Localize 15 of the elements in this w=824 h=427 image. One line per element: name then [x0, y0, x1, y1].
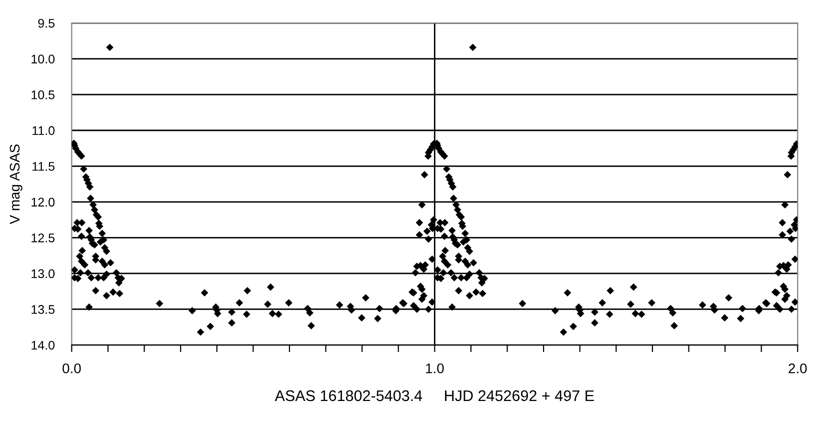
x-tick-label: 1.0 — [426, 363, 444, 374]
y-tick-label: 11.5 — [32, 162, 54, 171]
x-tick-label: 2.0 — [788, 363, 807, 374]
y-tick-label: 12.0 — [32, 198, 55, 207]
y-tick-label: 10.5 — [32, 90, 54, 100]
y-tick-label: 10.0 — [32, 54, 55, 64]
x-axis-title: ASAS 161802-5403.4 HJD 2452692 + 497 E — [274, 390, 594, 402]
y-tick-label: 11.0 — [32, 126, 55, 136]
y-axis-title: V mag ASAS — [10, 144, 22, 224]
x-tick-label: 0.0 — [62, 363, 81, 374]
y-tick-label: 14.0 — [32, 340, 55, 350]
y-tick-label: 13.0 — [32, 269, 55, 278]
y-tick-label: 12.5 — [32, 233, 54, 242]
y-tick-label: 13.5 — [32, 305, 54, 314]
y-tick-label: 9.5 — [38, 18, 54, 28]
